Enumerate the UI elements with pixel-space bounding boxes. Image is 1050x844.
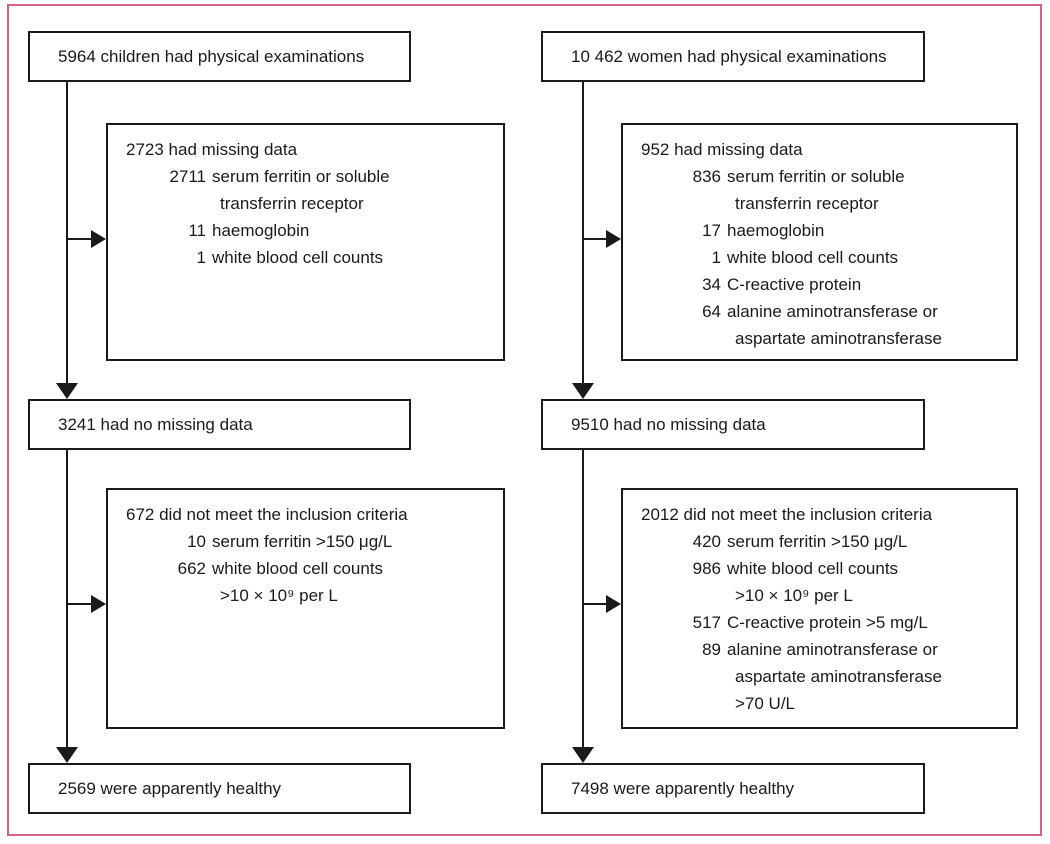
item-text: white blood cell counts xyxy=(727,248,899,267)
connector-line xyxy=(582,450,584,748)
item-text: serum ferritin >150 μg/L xyxy=(212,532,393,551)
exclusion-item: 1 white blood cell counts xyxy=(641,244,1004,271)
flow-box-children-no-missing-data: 3241 had no missing data xyxy=(28,399,411,450)
exclusion-header: 2012 did not meet the inclusion criteria xyxy=(641,505,933,524)
item-count: 89 xyxy=(702,640,721,659)
exclusion-item: 517 C-reactive protein >5 mg/L xyxy=(641,609,1004,636)
right-arrowhead-icon xyxy=(91,595,106,613)
item-count: 1 xyxy=(196,248,206,267)
down-arrowhead-icon xyxy=(56,383,78,399)
flow-box-label: 5964 children had physical examinations xyxy=(58,46,365,66)
exclusion-item: 89 alanine aminotransferase or aspartate… xyxy=(641,636,1004,717)
flow-box-women-enrolled: 10 462 women had physical examinations xyxy=(541,31,925,82)
connector-line xyxy=(66,603,92,605)
flow-box-label: 7498 were apparently healthy xyxy=(571,778,795,798)
item-count: 986 xyxy=(692,559,721,578)
item-text: serum ferritin or soluble transferrin re… xyxy=(212,167,390,213)
flow-box-children-healthy: 2569 were apparently healthy xyxy=(28,763,411,814)
item-text: C-reactive protein xyxy=(727,275,862,294)
down-arrowhead-icon xyxy=(56,747,78,763)
item-text: serum ferritin >150 μg/L xyxy=(727,532,908,551)
item-count: 10 xyxy=(187,532,206,551)
right-arrowhead-icon xyxy=(606,595,621,613)
exclusion-item: 64 alanine aminotransferase or aspartate… xyxy=(641,298,1004,352)
down-arrowhead-icon xyxy=(572,383,594,399)
right-arrowhead-icon xyxy=(91,230,106,248)
item-count: 34 xyxy=(702,275,721,294)
right-arrowhead-icon xyxy=(606,230,621,248)
flow-box-women-healthy: 7498 were apparently healthy xyxy=(541,763,925,814)
flow-box-children-enrolled: 5964 children had physical examinations xyxy=(28,31,411,82)
flow-box-women-missing-data: 952 had missing data 836 serum ferritin … xyxy=(621,123,1018,361)
down-arrowhead-icon xyxy=(572,747,594,763)
flow-box-label: 10 462 women had physical examinations xyxy=(571,46,887,66)
exclusion-header: 672 did not meet the inclusion criteria xyxy=(126,505,408,524)
exclusion-item: 420 serum ferritin >150 μg/L xyxy=(641,528,1004,555)
connector-line xyxy=(66,238,92,240)
flow-box-label: 9510 had no missing data xyxy=(571,414,766,434)
item-count: 517 xyxy=(692,613,721,632)
flow-box-children-not-meeting-criteria: 672 did not meet the inclusion criteria … xyxy=(106,488,505,729)
exclusion-item: 836 serum ferritin or soluble transferri… xyxy=(641,163,1004,217)
exclusion-item: 1 white blood cell counts xyxy=(126,244,491,271)
exclusion-header: 2723 had missing data xyxy=(126,140,298,159)
item-text: white blood cell counts >10 × 10⁹ per L xyxy=(212,559,384,605)
exclusion-item: 34 C-reactive protein xyxy=(641,271,1004,298)
flow-box-women-not-meeting-criteria: 2012 did not meet the inclusion criteria… xyxy=(621,488,1018,729)
flow-box-women-no-missing-data: 9510 had no missing data xyxy=(541,399,925,450)
item-count: 662 xyxy=(177,559,206,578)
exclusion-item: 11 haemoglobin xyxy=(126,217,491,244)
flow-box-label: 3241 had no missing data xyxy=(58,414,253,434)
exclusion-item: 2711 serum ferritin or soluble transferr… xyxy=(126,163,491,217)
exclusion-item: 10 serum ferritin >150 μg/L xyxy=(126,528,491,555)
item-text: haemoglobin xyxy=(727,221,825,240)
item-count: 17 xyxy=(702,221,721,240)
item-text: white blood cell counts xyxy=(212,248,384,267)
item-text: alanine aminotransferase or aspartate am… xyxy=(727,302,942,348)
item-text: serum ferritin or soluble transferrin re… xyxy=(727,167,905,213)
connector-line xyxy=(582,82,584,384)
item-count: 2711 xyxy=(169,167,206,186)
connector-line xyxy=(66,82,68,384)
item-count: 11 xyxy=(188,221,206,240)
item-count: 64 xyxy=(702,302,721,321)
exclusion-item: 662 white blood cell counts >10 × 10⁹ pe… xyxy=(126,555,491,609)
connector-line xyxy=(582,238,607,240)
item-text: white blood cell counts >10 × 10⁹ per L xyxy=(727,559,899,605)
flow-box-children-missing-data: 2723 had missing data 2711 serum ferriti… xyxy=(106,123,505,361)
item-text: C-reactive protein >5 mg/L xyxy=(727,613,928,632)
item-text: alanine aminotransferase or aspartate am… xyxy=(727,640,942,713)
exclusion-item: 17 haemoglobin xyxy=(641,217,1004,244)
item-text: haemoglobin xyxy=(212,221,310,240)
exclusion-header: 952 had missing data xyxy=(641,140,803,159)
item-count: 420 xyxy=(692,532,721,551)
connector-line xyxy=(66,450,68,748)
item-count: 1 xyxy=(711,248,721,267)
connector-line xyxy=(582,603,607,605)
exclusion-item: 986 white blood cell counts >10 × 10⁹ pe… xyxy=(641,555,1004,609)
item-count: 836 xyxy=(692,167,721,186)
flow-box-label: 2569 were apparently healthy xyxy=(58,778,282,798)
